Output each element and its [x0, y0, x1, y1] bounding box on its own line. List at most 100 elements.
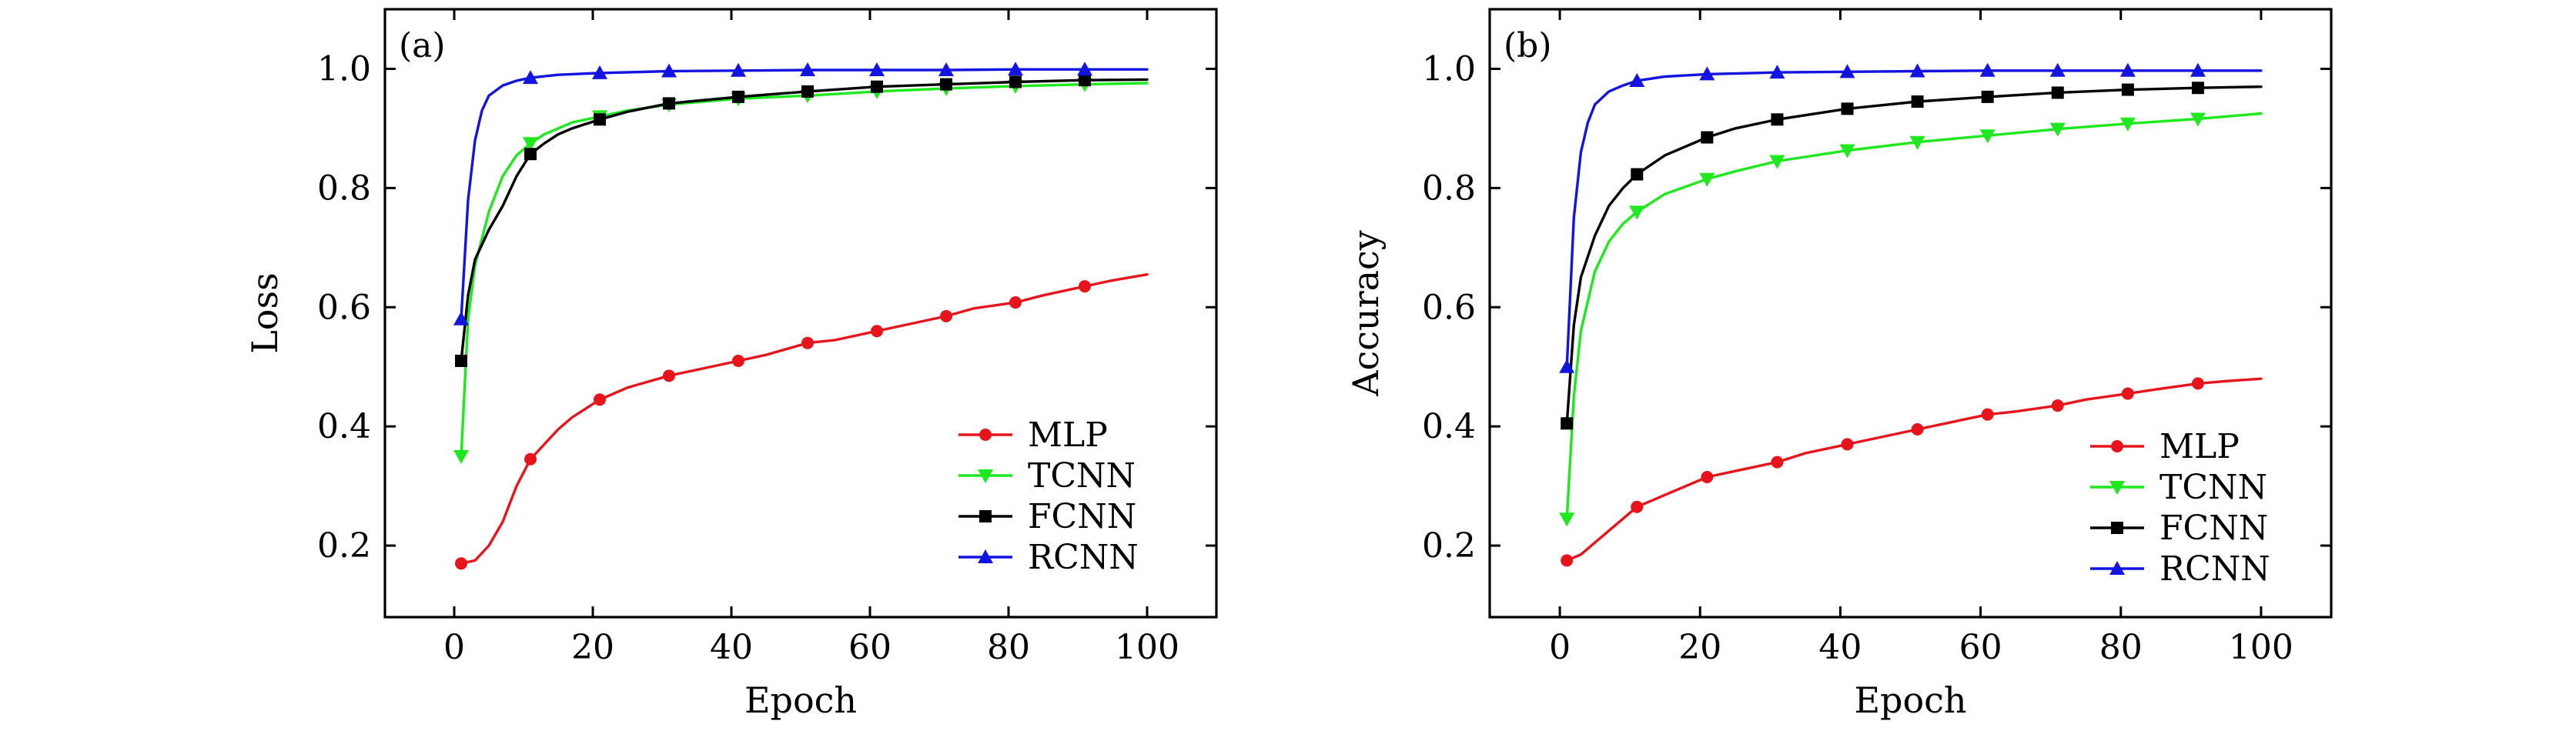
panel-a: 0 20 40 60 80 100 0.2 0.4 0.6 0.8 1.0 Epoch Loss (a) M…	[244, 8, 1218, 721]
x-tick-label: 60	[848, 628, 892, 667]
data-point-fcnn	[2051, 86, 2064, 99]
data-point-mlp	[2191, 377, 2204, 390]
data-point-fcnn	[455, 354, 467, 367]
x-tick-label: 20	[571, 628, 614, 667]
data-point-rcnn	[731, 62, 746, 77]
x-axis-title: Epoch	[1854, 679, 1966, 721]
x-tick-label: 0	[443, 628, 465, 667]
data-point-rcnn	[2049, 62, 2066, 77]
y-tick-label: 0.2	[317, 526, 371, 566]
data-point-rcnn	[2190, 62, 2206, 77]
data-point-fcnn	[1079, 74, 1091, 87]
data-point-tcnn	[1629, 205, 1645, 220]
series-line-fcnn	[1565, 85, 2263, 425]
series-line-fcnn	[460, 78, 1149, 362]
data-point-fcnn	[1561, 417, 1574, 430]
data-point-mlp	[1079, 280, 1091, 293]
data-point-tcnn	[1559, 512, 1575, 527]
data-point-rcnn	[1629, 72, 1645, 87]
x-tick-label: 80	[987, 628, 1030, 667]
y-tick-label: 1.0	[1422, 49, 1476, 88]
legend-label-mlp: MLP	[2159, 427, 2240, 466]
data-point-rcnn	[592, 65, 607, 79]
data-point-fcnn	[871, 80, 883, 93]
data-point-tcnn	[1839, 144, 1855, 159]
data-point-rcnn	[938, 62, 954, 76]
data-point-rcnn	[1909, 63, 1925, 78]
panel-label: (b)	[1504, 26, 1552, 65]
data-point-mlp	[1981, 408, 1994, 421]
plot-frame	[1488, 8, 2333, 619]
data-point-rcnn	[1008, 62, 1023, 76]
series-mlp	[455, 273, 1149, 570]
data-point-fcnn	[1701, 131, 1714, 144]
y-axis-title: Accuracy	[1345, 230, 1387, 397]
data-point-tcnn	[1699, 172, 1715, 187]
y-tick-label: 0.8	[1422, 169, 1476, 208]
data-point-fcnn	[1631, 168, 1644, 181]
data-point-rcnn	[1769, 65, 1785, 79]
data-point-fcnn	[524, 148, 537, 161]
data-point-tcnn	[2049, 122, 2066, 137]
data-point-fcnn	[1841, 102, 1854, 115]
data-point-mlp	[1841, 438, 1854, 451]
x-tick-label: 40	[710, 628, 753, 667]
y-tick-label: 0.8	[317, 169, 371, 208]
series-line-rcnn	[460, 68, 1149, 321]
panel-b: 0 20 40 60 80 100 0.2 0.4 0.6 0.8 1.0 Epoch Accuracy…	[1345, 8, 2333, 721]
data-point-tcnn	[2119, 117, 2136, 132]
data-point-mlp	[732, 354, 744, 367]
panel-label: (a)	[399, 26, 446, 65]
data-point-tcnn	[1909, 135, 1925, 150]
data-point-fcnn	[732, 90, 744, 103]
series-line-mlp	[1565, 377, 2263, 562]
data-point-mlp	[1701, 470, 1714, 483]
data-point-mlp	[1561, 554, 1574, 567]
data-point-mlp	[801, 336, 814, 349]
x-tick-label: 0	[1549, 628, 1571, 667]
x-tick-label: 40	[1818, 628, 1862, 667]
series-rcnn	[453, 62, 1149, 325]
data-point-fcnn	[1981, 90, 1994, 103]
y-tick-label: 0.6	[1422, 288, 1476, 327]
legend-marker-mlp	[2111, 440, 2123, 452]
x-tick-label: 100	[1115, 628, 1179, 667]
legend-marker-fcnn	[2111, 522, 2123, 534]
series-fcnn	[1561, 82, 2263, 430]
data-point-rcnn	[800, 62, 815, 76]
data-point-tcnn	[453, 449, 469, 464]
x-tick-label: 20	[1678, 628, 1721, 667]
legend-label-tcnn: TCNN	[2159, 468, 2267, 507]
y-axis-title: Loss	[244, 272, 286, 353]
series-line-tcnn	[460, 82, 1149, 458]
data-point-tcnn	[1769, 155, 1785, 169]
data-point-mlp	[1631, 500, 1644, 513]
data-point-fcnn	[940, 78, 952, 91]
data-point-fcnn	[2121, 83, 2134, 96]
data-point-rcnn	[1559, 359, 1575, 373]
data-point-rcnn	[453, 311, 469, 325]
data-point-fcnn	[1771, 113, 1784, 126]
data-point-mlp	[1771, 456, 1784, 469]
legend-label-tcnn: TCNN	[1028, 456, 1136, 496]
x-tick-label: 80	[2099, 628, 2143, 667]
legend-label-rcnn: RCNN	[2159, 549, 2270, 589]
data-point-mlp	[594, 393, 606, 406]
x-tick-label: 60	[1959, 628, 2002, 667]
y-tick-label: 0.2	[1422, 526, 1476, 566]
data-point-mlp	[1911, 423, 1924, 436]
legend-marker-rcnn	[2109, 561, 2125, 575]
legend-marker-tcnn	[978, 469, 993, 483]
data-point-mlp	[2051, 399, 2064, 412]
legend-marker-rcnn	[978, 549, 993, 563]
data-point-tcnn	[2190, 112, 2206, 127]
y-tick-label: 1.0	[317, 49, 371, 88]
data-point-rcnn	[2119, 62, 2136, 77]
legend-label-fcnn: FCNN	[2159, 509, 2268, 548]
data-point-mlp	[871, 325, 883, 338]
plot-frame	[383, 8, 1218, 619]
data-point-mlp	[1009, 296, 1022, 309]
